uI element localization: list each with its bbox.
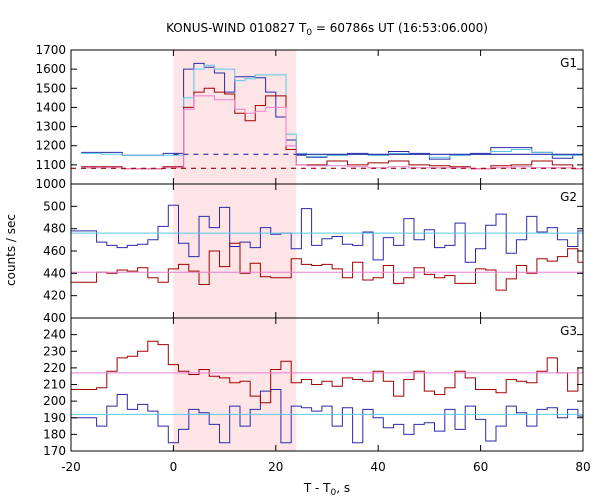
- panel-label: G3: [560, 324, 577, 338]
- highlight-region: [173, 318, 297, 451]
- y-tick-label: 440: [43, 266, 66, 280]
- x-tick-label: 80: [575, 460, 590, 474]
- y-tick-label: 170: [43, 444, 66, 458]
- series-blue-line: [71, 389, 583, 444]
- panel-g1: 1000 1100 1200 1300 1400 1500 1600 1700 G1: [35, 43, 584, 191]
- y-axis-label: counts / sec: [4, 214, 18, 286]
- series-red-line: [71, 242, 583, 291]
- y-tick-label: 1500: [35, 81, 66, 95]
- y-tick-label: 220: [43, 361, 66, 375]
- series-blue-line: [81, 62, 583, 160]
- y-tick-label: 1300: [35, 120, 66, 134]
- y-tick-label: 500: [43, 199, 66, 213]
- panel-label: G1: [560, 56, 577, 70]
- series-blue-line: [71, 204, 583, 263]
- y-tick-label: 1000: [35, 177, 66, 191]
- y-tick-label: 180: [43, 427, 66, 441]
- y-tick-label: 200: [43, 394, 66, 408]
- y-tick-label: 1400: [35, 100, 66, 114]
- y-tick-label: 1100: [35, 158, 66, 172]
- plot-area: 10001100120013001400150016001700G1400420…: [35, 43, 590, 474]
- y-tick-label: 480: [43, 222, 66, 236]
- panel-g2: 400 420 440 460 480 500 G2: [43, 183, 584, 325]
- y-tick-label: 1600: [35, 62, 66, 76]
- y-tick-label: 460: [43, 244, 66, 258]
- y-tick-label: 1700: [35, 43, 66, 57]
- y-tick-label: 240: [43, 328, 66, 342]
- series-cyan-line: [81, 64, 583, 158]
- y-tick-label: 190: [43, 411, 66, 425]
- y-tick-label: 420: [43, 289, 66, 303]
- x-tick-label: 0: [170, 460, 178, 474]
- series-red-line: [81, 87, 583, 170]
- x-tick-label: 40: [371, 460, 386, 474]
- series-red-line: [71, 340, 583, 404]
- x-tick-label: 20: [268, 460, 283, 474]
- panel-label: G2: [560, 190, 577, 204]
- x-axis-label: T - T0, s: [303, 481, 350, 498]
- y-tick-label: 1200: [35, 139, 66, 153]
- y-tick-label: 210: [43, 378, 66, 392]
- y-tick-label: 400: [43, 311, 66, 325]
- y-tick-label: 230: [43, 344, 66, 358]
- x-tick-label: -20: [61, 460, 81, 474]
- chart-title: KONUS-WIND 010827 T0 = 60786s UT (16:53:…: [166, 21, 488, 38]
- series-pink-line: [81, 95, 583, 170]
- x-tick-label: 60: [473, 460, 488, 474]
- panel-g3: 170 180 190 200 210 220 230 240 G3: [43, 317, 584, 458]
- highlight-region: [173, 184, 297, 318]
